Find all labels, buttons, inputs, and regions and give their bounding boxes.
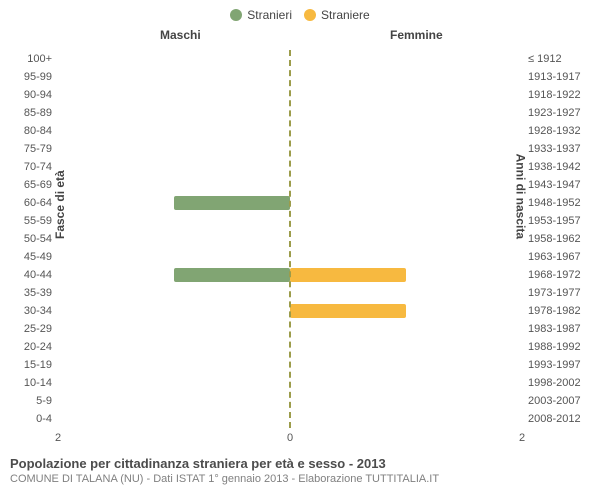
birth-year-label: 1923-1927 — [528, 107, 581, 119]
legend-item: Straniere — [304, 8, 370, 22]
age-label: 10-14 — [4, 377, 52, 389]
birth-year-label: 1988-1992 — [528, 341, 581, 353]
population-pyramid-chart: Maschi Femmine Fasce di età Anni di nasc… — [0, 28, 600, 450]
age-label: 35-39 — [4, 287, 52, 299]
legend-swatch — [230, 9, 242, 21]
legend-label: Straniere — [321, 8, 370, 22]
birth-year-label: ≤ 1912 — [528, 53, 562, 65]
x-tick: 0 — [287, 432, 293, 444]
legend: Stranieri Straniere — [0, 0, 600, 28]
age-label: 25-29 — [4, 323, 52, 335]
footer-title: Popolazione per cittadinanza straniera p… — [10, 456, 590, 471]
birth-year-label: 1963-1967 — [528, 251, 581, 263]
age-label: 5-9 — [4, 395, 52, 407]
birth-year-label: 1968-1972 — [528, 269, 581, 281]
x-tick: 2 — [519, 432, 525, 444]
age-label: 70-74 — [4, 161, 52, 173]
age-label: 30-34 — [4, 305, 52, 317]
age-label: 65-69 — [4, 179, 52, 191]
birth-year-label: 1938-1942 — [528, 161, 581, 173]
age-label: 80-84 — [4, 125, 52, 137]
column-title-male: Maschi — [160, 28, 201, 42]
bar-male — [174, 268, 290, 282]
footer-subtitle: COMUNE DI TALANA (NU) - Dati ISTAT 1° ge… — [10, 473, 590, 485]
legend-item: Stranieri — [230, 8, 292, 22]
age-label: 50-54 — [4, 233, 52, 245]
birth-year-label: 1958-1962 — [528, 233, 581, 245]
center-divider — [289, 50, 291, 428]
birth-year-label: 1973-1977 — [528, 287, 581, 299]
birth-year-label: 1913-1917 — [528, 71, 581, 83]
birth-year-label: 1953-1957 — [528, 215, 581, 227]
birth-year-label: 1978-1982 — [528, 305, 581, 317]
age-label: 85-89 — [4, 107, 52, 119]
footer: Popolazione per cittadinanza straniera p… — [0, 450, 600, 485]
age-label: 75-79 — [4, 143, 52, 155]
x-tick: 2 — [55, 432, 61, 444]
x-axis: 2 0 2 — [58, 428, 522, 450]
legend-swatch — [304, 9, 316, 21]
age-label: 45-49 — [4, 251, 52, 263]
birth-year-label: 1983-1987 — [528, 323, 581, 335]
birth-year-label: 1943-1947 — [528, 179, 581, 191]
bar-male — [174, 196, 290, 210]
column-titles: Maschi Femmine — [0, 28, 600, 46]
birth-year-label: 1993-1997 — [528, 359, 581, 371]
plot-area: Fasce di età Anni di nascita 100+≤ 19129… — [58, 50, 522, 428]
birth-year-label: 1928-1932 — [528, 125, 581, 137]
bar-female — [290, 268, 406, 282]
birth-year-label: 2008-2012 — [528, 413, 581, 425]
age-label: 55-59 — [4, 215, 52, 227]
age-label: 90-94 — [4, 89, 52, 101]
legend-label: Stranieri — [247, 8, 292, 22]
age-label: 40-44 — [4, 269, 52, 281]
age-label: 20-24 — [4, 341, 52, 353]
birth-year-label: 1998-2002 — [528, 377, 581, 389]
age-label: 0-4 — [4, 413, 52, 425]
age-label: 15-19 — [4, 359, 52, 371]
age-label: 95-99 — [4, 71, 52, 83]
birth-year-label: 1948-1952 — [528, 197, 581, 209]
age-label: 100+ — [4, 53, 52, 65]
birth-year-label: 2003-2007 — [528, 395, 581, 407]
birth-year-label: 1933-1937 — [528, 143, 581, 155]
bar-female — [290, 304, 406, 318]
age-label: 60-64 — [4, 197, 52, 209]
column-title-female: Femmine — [390, 28, 443, 42]
birth-year-label: 1918-1922 — [528, 89, 581, 101]
